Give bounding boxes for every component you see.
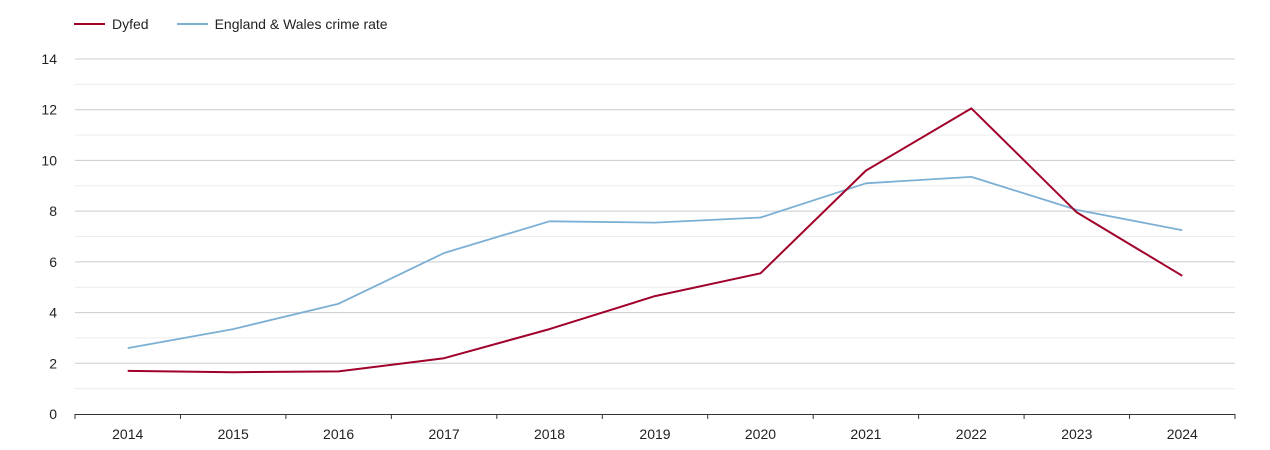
legend-item-dyfed: Dyfed <box>74 16 149 32</box>
x-tick-label: 2024 <box>1167 426 1198 442</box>
x-tick-label: 2022 <box>956 426 987 442</box>
x-tick-label: 2020 <box>745 426 776 442</box>
x-tick-label: 2015 <box>218 426 249 442</box>
x-tick-label: 2023 <box>1061 426 1092 442</box>
y-tick-label: 12 <box>41 102 57 118</box>
y-tick-label: 14 <box>41 51 57 67</box>
x-tick-label: 2016 <box>323 426 354 442</box>
y-tick-label: 2 <box>49 355 57 371</box>
legend-label-dyfed: Dyfed <box>112 16 149 32</box>
legend-item-england-wales: England & Wales crime rate <box>176 16 388 32</box>
y-tick-label: 0 <box>49 406 57 422</box>
y-tick-label: 8 <box>49 203 57 219</box>
x-tick-label: 2014 <box>112 426 143 442</box>
x-tick-label: 2017 <box>429 426 460 442</box>
series-line-england-wales <box>127 175 1183 349</box>
x-tick-label: 2019 <box>639 426 670 442</box>
y-tick-label: 6 <box>49 254 57 270</box>
legend-label-england-wales: England & Wales crime rate <box>214 16 388 32</box>
legend-swatch-dyfed <box>74 23 105 25</box>
legend-swatch-england-wales <box>176 23 208 25</box>
y-tick-label: 4 <box>49 305 57 321</box>
series-line-dyfed <box>127 107 1183 374</box>
legend: Dyfed England & Wales crime rate <box>74 16 416 32</box>
y-tick-label: 10 <box>41 152 57 168</box>
x-tick-label: 2018 <box>534 426 565 442</box>
x-tick-label: 2021 <box>850 426 881 442</box>
